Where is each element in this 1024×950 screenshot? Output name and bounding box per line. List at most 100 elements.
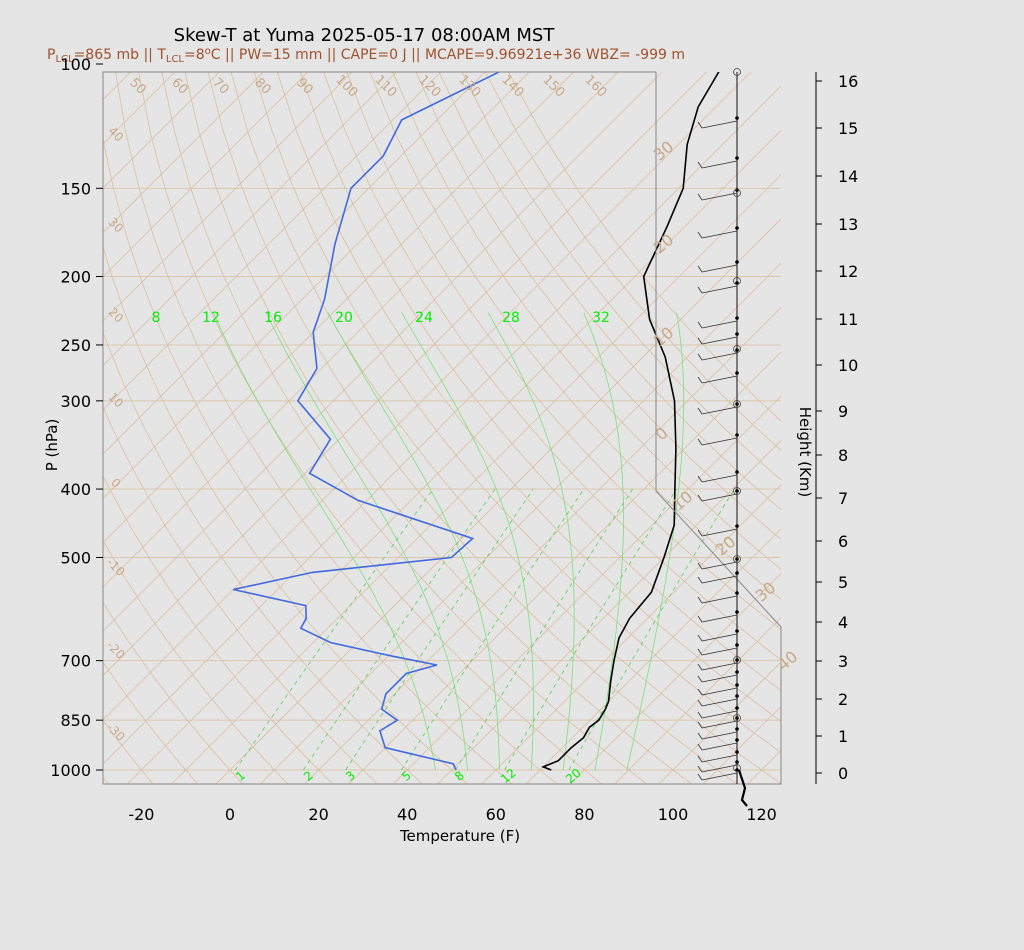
wind-barb-flag (697, 688, 703, 696)
isotherm-left-label: 0 (108, 476, 123, 491)
wind-level-dot (735, 591, 739, 595)
moist-adiabat (265, 312, 468, 771)
isotherm-line (880, 32, 1024, 785)
wind-barb-flag (697, 376, 703, 384)
moist-adiabat (401, 312, 534, 771)
wind-calm-circle (733, 714, 741, 722)
isotherm-right-lower-label: 10 (669, 487, 697, 515)
height-tick-label: 0 (838, 764, 848, 783)
isotherm-line (614, 617, 781, 784)
pressure-tick-label: 500 (60, 548, 91, 567)
temperature-profile-line (541, 72, 720, 771)
x-tick-label: 0 (225, 805, 235, 824)
isotherm-line (215, 218, 781, 784)
height-tick-label: 2 (838, 690, 848, 709)
isotherm-line (348, 351, 781, 784)
wind-barb-column (697, 68, 748, 807)
wind-barb (701, 285, 738, 294)
wind-level-dot (735, 524, 739, 528)
height-tick-label: 16 (838, 72, 858, 91)
wind-barb-flag (697, 529, 703, 537)
wind-calm-circle (733, 764, 741, 772)
isotherm-line (103, 72, 353, 322)
wind-level-dot (735, 371, 739, 375)
height-tick-label: 6 (838, 532, 848, 551)
isotherm-top-label: 50 (126, 75, 148, 97)
wind-barb (701, 264, 738, 273)
wind-barb (701, 687, 738, 696)
dry-adiabat (161, 72, 648, 784)
pressure-tick-label: 100 (60, 55, 91, 74)
isotherm-top-label: 80 (251, 75, 273, 97)
isotherm-line (481, 484, 781, 784)
moist-adiabat (626, 312, 685, 771)
wind-barb (701, 662, 738, 671)
y-axis-label: P (hPa) (43, 419, 61, 472)
moist-adiabat-label: 12 (202, 310, 220, 326)
wind-level-dot (735, 188, 739, 192)
mixing-ratio-label: 12 (498, 766, 519, 787)
isotherm-top-label: 130 (455, 72, 483, 100)
dry-adiabat (346, 72, 781, 630)
x-tick-label: 40 (397, 805, 417, 824)
mixing-ratio-line (234, 488, 434, 771)
isotherm-top-label: 90 (293, 75, 315, 97)
isotherm-line (1012, 32, 1024, 785)
isotherm-line (968, 32, 1024, 785)
isotherm-top-label: 150 (539, 72, 567, 100)
pressure-tick-label: 150 (60, 179, 91, 198)
wind-barb-flag (697, 743, 703, 751)
wind-barb (701, 647, 738, 656)
isotherm-line (569, 572, 781, 784)
wind-barb (701, 742, 738, 751)
moist-adiabat (583, 312, 624, 771)
wind-barb-flag (697, 773, 703, 781)
isotherm-line (103, 85, 781, 765)
isotherm-line (126, 129, 781, 784)
dry-adiabat (207, 72, 738, 784)
dry-adiabat (138, 72, 603, 784)
isotherm-line (525, 528, 781, 784)
height-axis-label: Height (Km) (796, 407, 814, 498)
isotherm-line (103, 72, 397, 366)
x-tick-label: 100 (658, 805, 689, 824)
isotherm-line (103, 72, 442, 411)
wind-barb-flag (697, 494, 703, 502)
wind-calm-circle (733, 400, 741, 408)
wind-level-dot (735, 433, 739, 437)
pressure-tick-label: 700 (60, 652, 91, 671)
wind-barb-flag (697, 699, 703, 707)
isotherm-line (103, 72, 309, 278)
isotherm-line (835, 32, 1024, 785)
moist-adiabat-label: 16 (264, 310, 282, 326)
isotherm-line (103, 72, 530, 499)
wind-barb (701, 764, 738, 773)
wind-barb (701, 437, 738, 446)
wind-barb (701, 731, 738, 740)
wind-barb (701, 561, 738, 570)
wind-barb (701, 493, 738, 502)
height-tick-label: 11 (838, 310, 858, 329)
wind-level-dot (735, 260, 739, 264)
wind-calm-circle (733, 277, 741, 285)
wind-calm-circle (733, 555, 741, 563)
wind-calm-circle (733, 68, 741, 76)
dry-adiabat (103, 601, 244, 784)
mixing-ratio-line (345, 488, 534, 771)
wind-level-dot (735, 760, 739, 764)
isotherm-left-label: -10 (104, 555, 128, 579)
background-lines (103, 32, 1024, 785)
wind-barb-flag (697, 765, 703, 773)
dry-adiabat (103, 539, 289, 784)
isotherm-line (791, 32, 1024, 785)
wind-level-dot (735, 116, 739, 120)
dry-adiabat (276, 72, 781, 722)
isotherm-line (392, 395, 781, 784)
wind-level-dot (735, 768, 739, 772)
wind-barb-flag (697, 615, 703, 623)
isotherm-top-label: 160 (581, 72, 609, 100)
isotherm-top-label: 120 (415, 72, 443, 100)
dry-adiabat (253, 72, 781, 753)
wind-level-dot (735, 670, 739, 674)
